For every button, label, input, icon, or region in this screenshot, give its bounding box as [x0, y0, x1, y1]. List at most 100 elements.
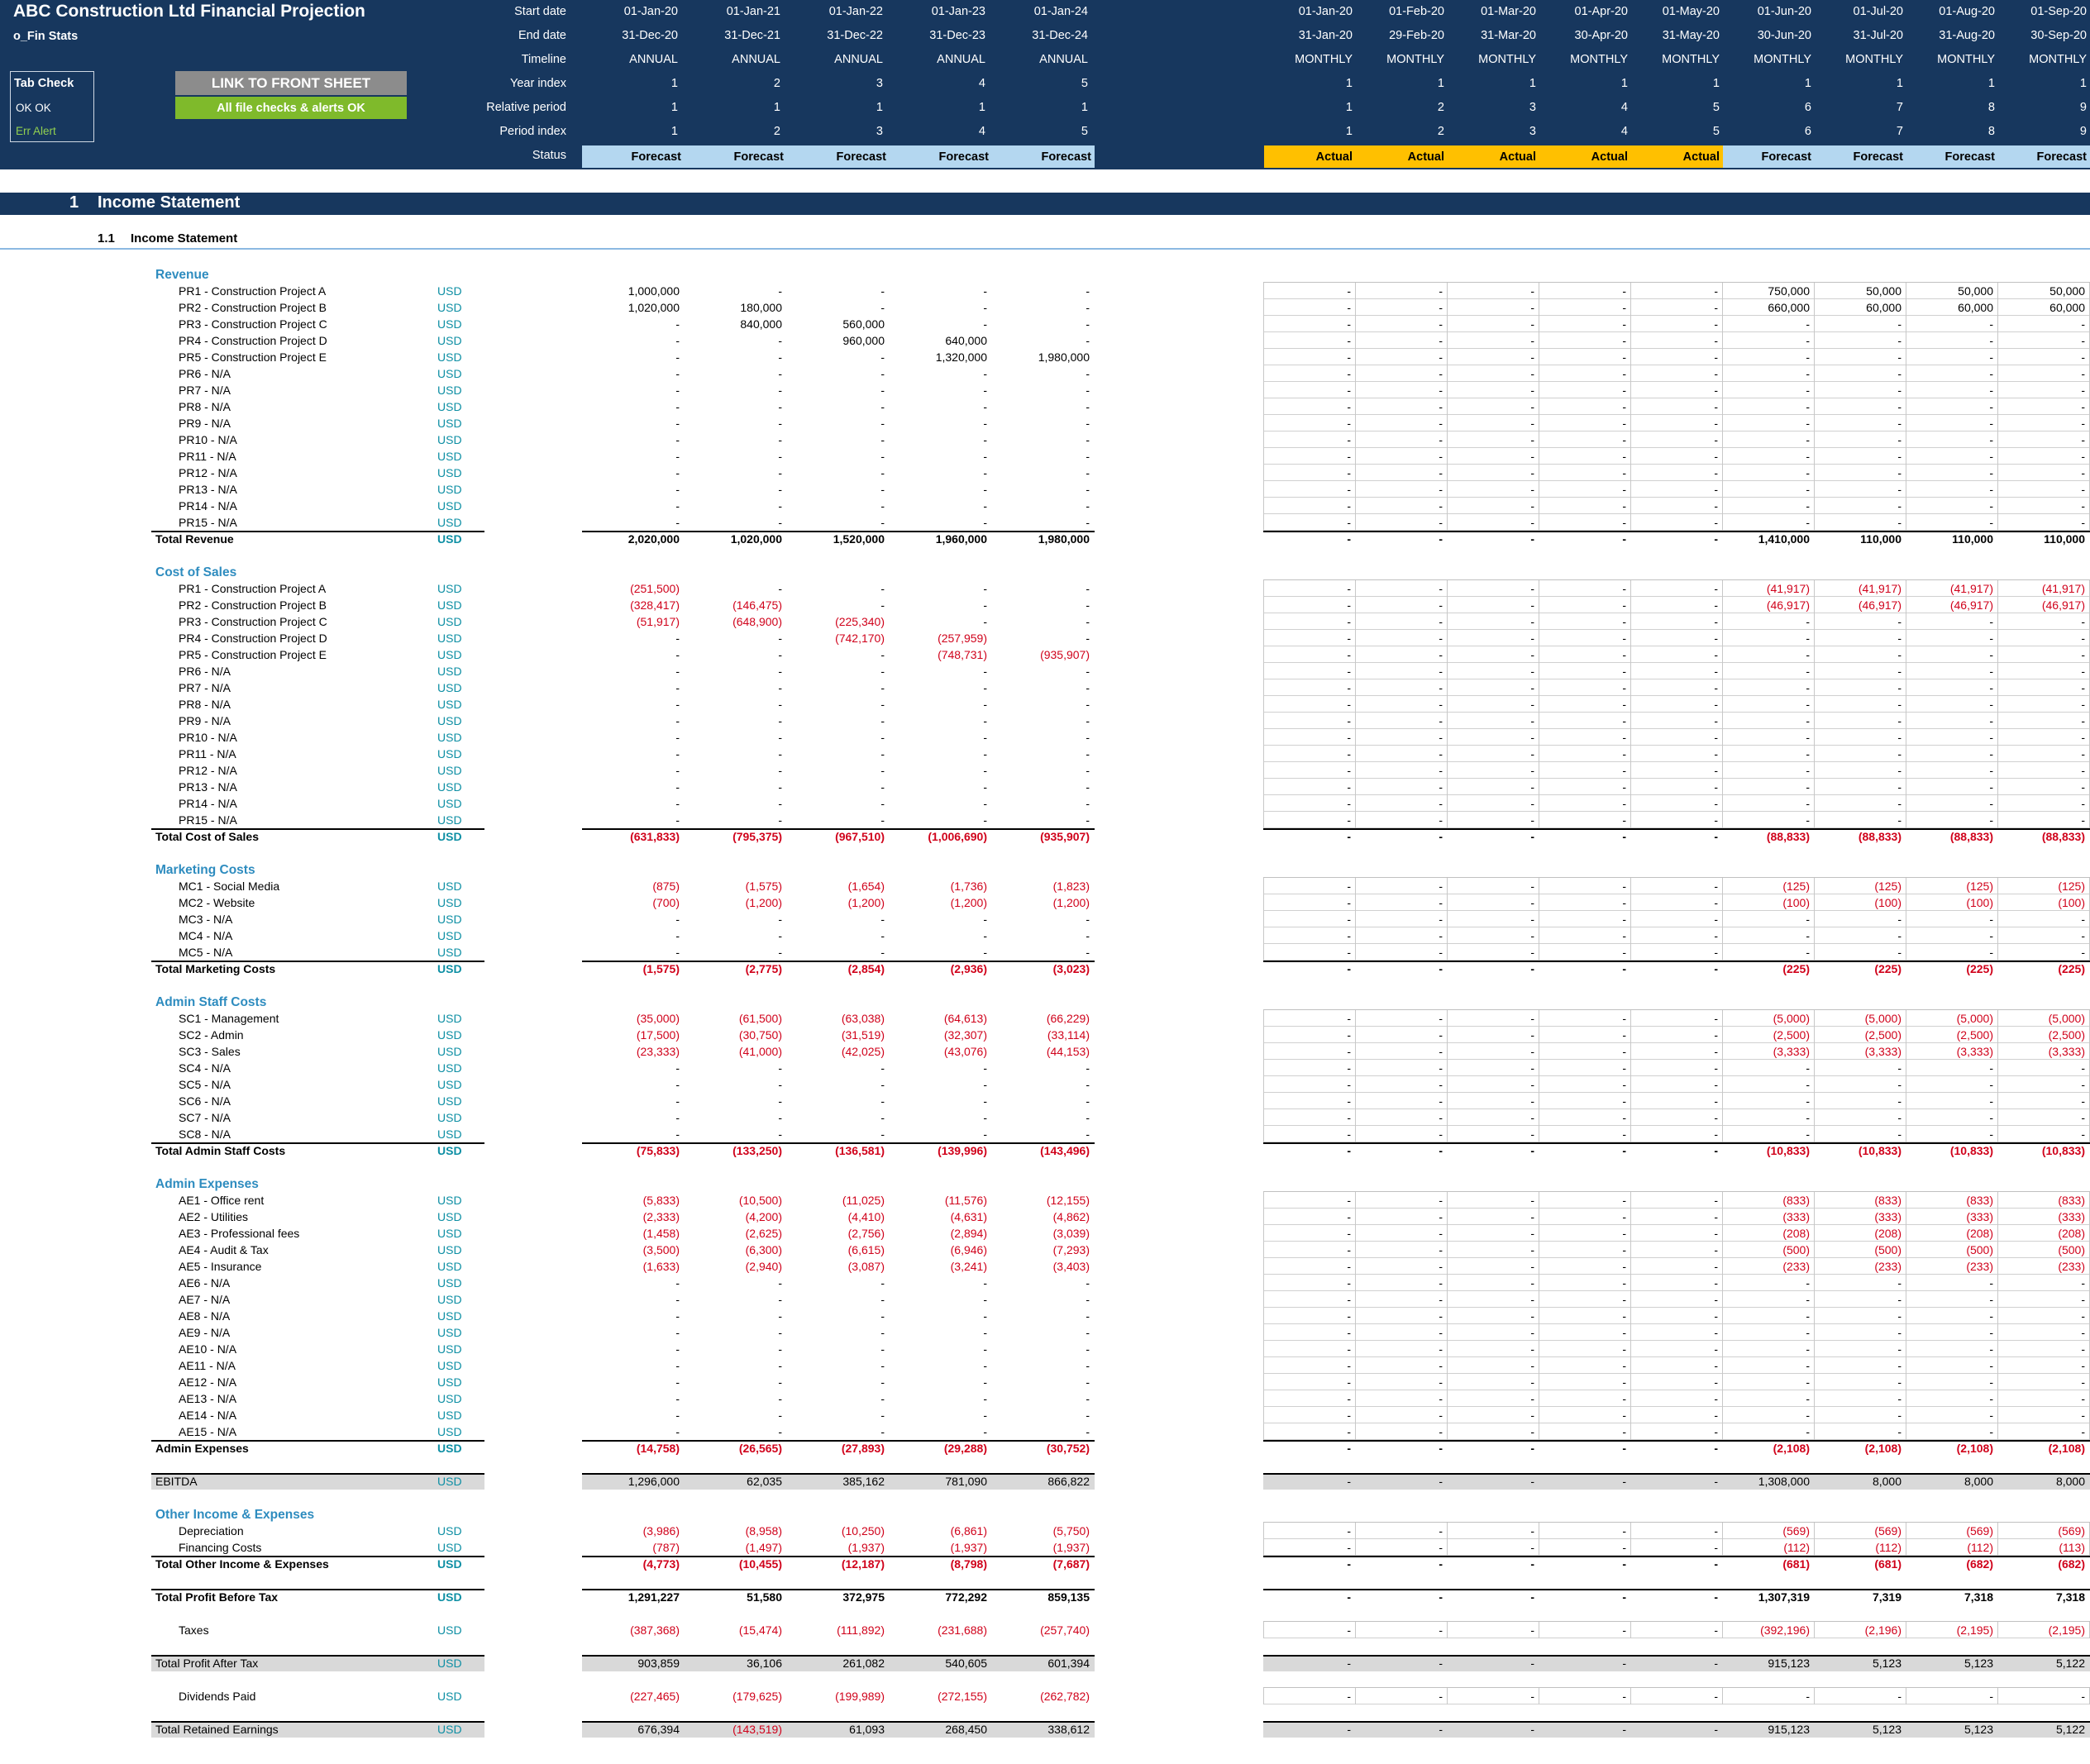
annual-value-cell: - [983, 665, 987, 678]
header-annual-relative: 1 [876, 101, 883, 114]
table-row: PR11 - N/A USD - - - - - - - - - - - - - - [0, 450, 2090, 466]
annual-value-cell: - [983, 450, 987, 463]
monthly-gridline [1263, 1108, 2090, 1109]
monthly-value-cell: - [1530, 1442, 1534, 1455]
monthly-value-cell: (681) [1874, 1557, 1902, 1571]
link-to-front-sheet-button[interactable]: LINK TO FRONT SHEET [175, 71, 407, 95]
monthly-value-cell: - [1622, 1210, 1626, 1223]
monthly-value-cell: - [1989, 384, 1993, 397]
table-row: PR4 - Construction Project D USD - -960,000… [0, 334, 2090, 350]
header-monthly-end: 30-Jun-20 [1757, 29, 1811, 42]
annual-value-cell: - [778, 483, 782, 496]
annual-value-cell: - [675, 747, 680, 760]
monthly-grid-separator [1263, 1522, 1264, 1556]
annual-value-cell: (3,023) [1052, 962, 1090, 975]
total-top-border [582, 1473, 1095, 1475]
status-badge: Forecast [787, 145, 890, 168]
tab-check-title: Tab Check [14, 77, 74, 90]
unit-label: USD [437, 896, 462, 909]
monthly-value-cell: - [1530, 1094, 1534, 1108]
row-label: PR5 - Construction Project E [179, 350, 327, 364]
monthly-value-cell: - [1714, 1723, 1718, 1736]
monthly-gridline [1263, 464, 2090, 465]
monthly-value-cell: - [1622, 1524, 1626, 1538]
monthly-value-cell: (208) [2058, 1227, 2085, 1240]
monthly-value-cell: - [1989, 698, 1993, 711]
monthly-value-cell: - [1806, 1128, 1810, 1141]
annual-value-cell: - [675, 1094, 680, 1108]
header-monthly-timeline: MONTHLY [1386, 53, 1444, 66]
annual-value-cell: - [675, 714, 680, 727]
monthly-value-cell: - [1989, 1061, 1993, 1075]
monthly-value-cell: - [1530, 1061, 1534, 1075]
table-row: AE1 - Office rent USD (5,833) (10,500) (11,0… [0, 1194, 2090, 1210]
monthly-gridline [1263, 712, 2090, 713]
monthly-grid-separator [1355, 282, 1356, 531]
monthly-value-cell: - [1439, 747, 1443, 760]
annual-value-cell: (787) [652, 1541, 680, 1554]
monthly-value-cell: - [1347, 1657, 1351, 1670]
monthly-value-cell: - [1806, 417, 1810, 430]
monthly-value-cell: - [1622, 830, 1626, 843]
monthly-value-cell: - [1897, 813, 1902, 827]
annual-value-cell: - [983, 747, 987, 760]
monthly-gridline [1263, 811, 2090, 812]
status-badge: Forecast [582, 145, 685, 168]
annual-value-cell: - [880, 1409, 885, 1422]
monthly-value-cell: (2,108) [2048, 1442, 2085, 1455]
table-row: PR5 - Construction Project E USD - - - (748,7… [0, 648, 2090, 665]
annual-value-cell: (4,410) [847, 1210, 885, 1223]
monthly-value-cell: - [1989, 1409, 1993, 1422]
header-monthly-end: 31-Aug-20 [1939, 29, 1995, 42]
monthly-value-cell: - [1989, 615, 1993, 628]
monthly-value-cell: - [1989, 417, 1993, 430]
row-label: SC8 - N/A [179, 1128, 231, 1141]
monthly-value-cell: - [1806, 681, 1810, 694]
annual-value-cell: 1,291,227 [627, 1590, 680, 1604]
monthly-value-cell: - [1530, 334, 1534, 347]
annual-value-cell: (251,500) [630, 582, 680, 595]
table-row: Cost of Sales [0, 565, 2090, 582]
monthly-value-cell: - [1347, 532, 1351, 546]
monthly-value-cell: - [1806, 400, 1810, 413]
row-label: PR1 - Construction Project A [179, 284, 327, 298]
annual-value-cell: (139,996) [938, 1144, 987, 1157]
monthly-value-cell: - [1897, 731, 1902, 744]
monthly-grid-separator [1355, 1191, 1356, 1440]
monthly-gridline [1263, 1241, 2090, 1242]
monthly-value-cell: (569) [1874, 1524, 1902, 1538]
monthly-value-cell: - [1897, 747, 1902, 760]
monthly-value-cell: - [1530, 582, 1534, 595]
header-monthly-period: 3 [1529, 125, 1536, 138]
monthly-value-cell: - [2081, 516, 2085, 529]
annual-value-cell: - [1086, 929, 1090, 942]
table-row: Total Revenue USD 2,020,000 1,020,000 1,520,… [0, 531, 2090, 549]
unit-label: USD [437, 417, 462, 430]
header-monthly-start: 01-Feb-20 [1389, 5, 1444, 18]
group-heading: Admin Expenses [155, 1177, 259, 1191]
monthly-value-cell: - [1530, 1590, 1534, 1604]
monthly-value-cell: - [1439, 1210, 1443, 1223]
monthly-gridline [1263, 447, 2090, 448]
monthly-value-cell: - [1989, 1342, 1993, 1356]
status-badge: Actual [1631, 145, 1723, 168]
table-row: AE11 - N/A USD - - - - - - - - - - - - - - [0, 1359, 2090, 1375]
monthly-value-cell: (333) [1874, 1210, 1902, 1223]
monthly-value-cell: - [1347, 1094, 1351, 1108]
monthly-value-cell: - [1714, 1326, 1718, 1339]
annual-value-cell: - [675, 929, 680, 942]
table-row: Total Profit Before Tax USD 1,291,227 51,58… [0, 1589, 2090, 1607]
monthly-value-cell: - [1989, 1690, 1993, 1703]
unit-label: USD [437, 400, 462, 413]
annual-value-cell: - [675, 780, 680, 794]
monthly-value-cell: - [1989, 813, 1993, 827]
monthly-value-cell: - [1439, 400, 1443, 413]
monthly-value-cell: - [2081, 714, 2085, 727]
header-annual-relative: 1 [1081, 101, 1088, 114]
tab-check-err-row: Err Alert [16, 125, 56, 137]
row-label: SC6 - N/A [179, 1094, 231, 1108]
unit-label: USD [437, 1557, 462, 1571]
annual-value-cell: - [983, 1061, 987, 1075]
monthly-value-cell: (833) [1782, 1194, 1810, 1207]
monthly-value-cell: - [1439, 1557, 1443, 1571]
